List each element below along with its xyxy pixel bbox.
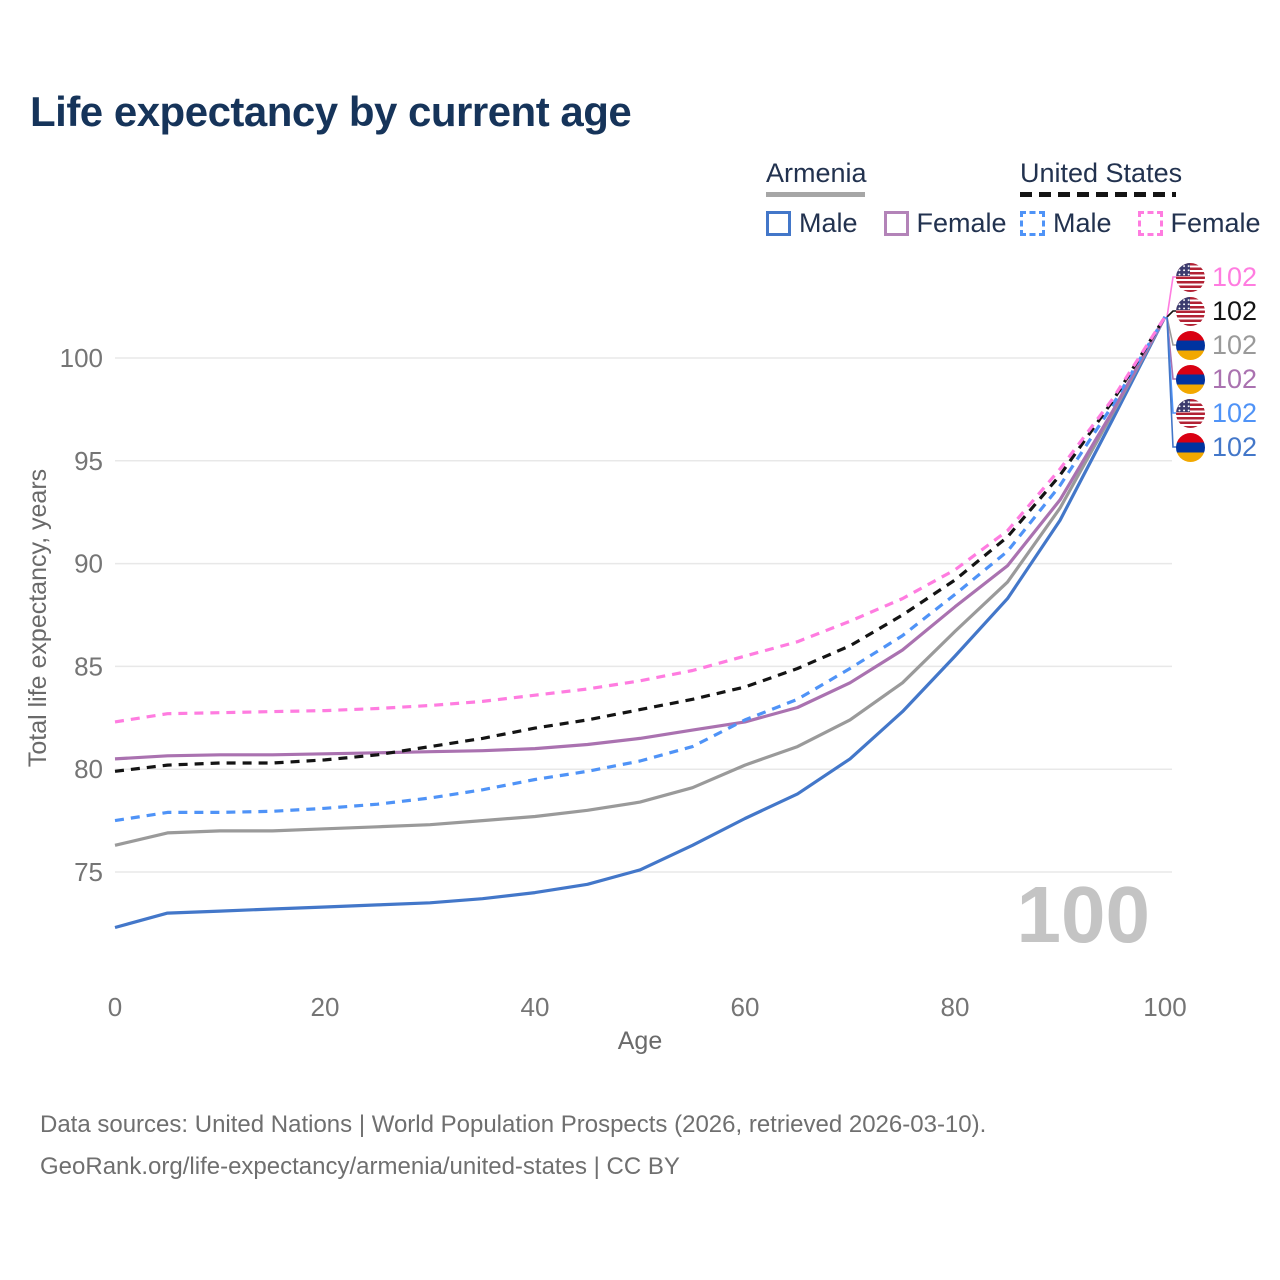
legend-item-label: Female (916, 208, 1007, 238)
series-line-armenia-female (114, 316, 1167, 761)
series-line-united-states-all (114, 316, 1167, 773)
series-line-armenia-male (114, 316, 1167, 930)
legend-item-label: Female (1170, 208, 1261, 238)
y-tick-label-75: 75 (74, 857, 103, 887)
y-tick-label-95: 95 (74, 446, 103, 476)
end-label-united-states-female: 102 (1176, 260, 1257, 294)
legend-line-sample-united-states (1020, 192, 1176, 197)
series-line-united-states-male (114, 316, 1167, 823)
united-states-female-swatch-icon (1137, 211, 1163, 236)
age-counter-watermark: 100 (1017, 870, 1150, 959)
legend-item-label: Male (1053, 208, 1112, 238)
end-label-united-states-all: 102 (1176, 294, 1257, 328)
x-axis-title: Age (618, 1027, 662, 1055)
series-line-united-states-female (114, 316, 1167, 724)
footer-data-sources: Data sources: United Nations | World Pop… (40, 1111, 987, 1138)
legend-title-armenia[interactable]: Armenia (766, 158, 867, 188)
armenia-female-swatch-icon (883, 211, 909, 236)
end-label-armenia-male: 102 (1176, 430, 1257, 464)
legend-item-armenia-female[interactable]: Female (883, 208, 1007, 239)
legend-group-united-states: United States Male Female (1020, 158, 1261, 239)
legend-item-united-states-male[interactable]: Male (1020, 208, 1112, 239)
y-axis-title: Total life expectancy, years (24, 469, 52, 767)
footer: Data sources: United Nations | World Pop… (40, 1104, 986, 1188)
end-label-value: 102 (1212, 329, 1258, 360)
united-states-flag-icon (1176, 262, 1205, 292)
armenia-flag-icon (1176, 432, 1205, 462)
legend-line-sample-armenia (766, 192, 865, 197)
united-states-male-swatch-icon (1020, 211, 1045, 236)
y-tick-label-90: 90 (74, 549, 103, 579)
end-label-value: 102 (1212, 295, 1258, 326)
end-label-value: 102 (1212, 397, 1258, 428)
armenia-flag-icon (1176, 364, 1205, 394)
united-states-flag-icon (1176, 296, 1205, 326)
legend-group-armenia: Armenia Male Female (766, 158, 1007, 239)
x-tick-label-80: 80 (941, 992, 970, 1022)
end-label-value: 102 (1212, 261, 1258, 292)
legend-item-label: Male (799, 208, 858, 238)
footer-attribution: GeoRank.org/life-expectancy/armenia/unit… (40, 1153, 680, 1180)
legend-title-united-states[interactable]: United States (1020, 158, 1183, 188)
y-tick-label-85: 85 (74, 651, 103, 681)
armenia-flag-icon (1176, 330, 1205, 360)
end-label-value: 102 (1212, 363, 1258, 394)
legend-item-united-states-female[interactable]: Female (1137, 208, 1261, 239)
united-states-flag-icon (1176, 398, 1205, 428)
series-line-armenia-all (114, 316, 1167, 847)
end-label-armenia-all: 102 (1176, 328, 1257, 362)
x-tick-label-60: 60 (731, 992, 760, 1022)
y-tick-label-100: 100 (60, 343, 103, 373)
x-tick-label-40: 40 (521, 992, 550, 1022)
end-label-value: 102 (1212, 431, 1258, 462)
end-label-united-states-male: 102 (1176, 396, 1257, 430)
armenia-male-swatch-icon (766, 211, 791, 236)
y-tick-label-80: 80 (74, 754, 103, 784)
page-title: Life expectancy by current age (30, 88, 632, 135)
end-label-armenia-female: 102 (1176, 362, 1257, 396)
x-tick-label-20: 20 (311, 992, 340, 1022)
x-tick-label-0: 0 (108, 992, 122, 1022)
legend-item-armenia-male[interactable]: Male (766, 208, 858, 239)
x-tick-label-100: 100 (1143, 992, 1186, 1022)
